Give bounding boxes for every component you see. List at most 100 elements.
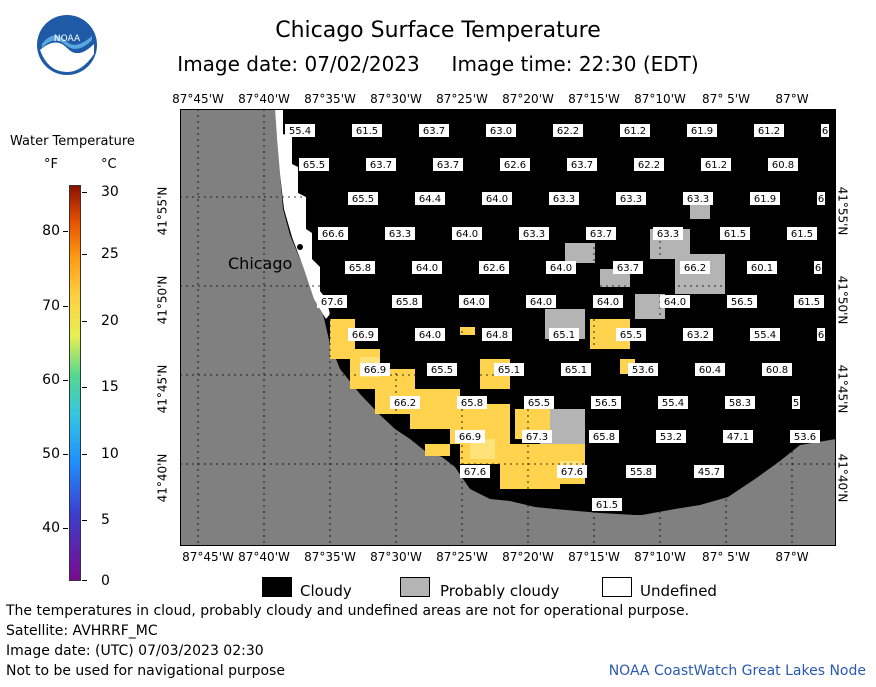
temperature-label-box (660, 295, 690, 308)
temperature-label: 63.0 (490, 126, 512, 137)
temperature-label-box (482, 328, 512, 341)
colorbar-c-tick: 25 (101, 246, 119, 262)
temperature-label: 64.0 (463, 297, 485, 308)
temperature-label: 60.8 (766, 365, 788, 376)
temperature-label: 60.8 (772, 160, 794, 171)
temperature-label-box (348, 328, 378, 341)
temperature-label-box (549, 328, 579, 341)
temperature-label-box (385, 227, 415, 240)
temperature-label-box (634, 158, 664, 171)
temperature-label-box (817, 192, 825, 205)
temperature-label: 65.5 (303, 160, 325, 171)
temperature-label-box (794, 295, 824, 308)
colorbar-f-tick: 70 (42, 298, 60, 314)
lat-label-right: 41°55'N (835, 186, 850, 236)
temperature-label: 6 (815, 263, 821, 274)
temperature-label: 45.7 (698, 467, 720, 478)
temperature-label-box (457, 396, 487, 409)
temperature-label: 64.0 (456, 229, 478, 240)
temperature-label: 62.2 (638, 160, 660, 171)
temperature-label-box (653, 227, 683, 240)
temperature-label: 65.5 (528, 398, 550, 409)
legend-swatch-probably-cloudy (400, 577, 430, 597)
temperature-label: 58.3 (729, 398, 751, 409)
temperature-label-box (412, 261, 442, 274)
temperature-label: 61.2 (758, 126, 780, 137)
lon-label-bottom: 87° 5'W (702, 550, 750, 564)
lon-label-top: 87° 5'W (702, 92, 750, 106)
temperature-label: 61.5 (596, 500, 618, 511)
lat-label-left: 41°40'N (155, 453, 170, 503)
temperature-label-box (591, 396, 621, 409)
temperature-label-box (317, 295, 347, 308)
temperature-label-box (747, 261, 777, 274)
lat-label-right: 41°50'N (835, 275, 850, 325)
lon-label-top: 87°20'W (502, 92, 554, 106)
temperature-label: 66.9 (459, 432, 481, 443)
lat-label-left: 41°55'N (155, 186, 170, 236)
temperature-label: 66.6 (322, 229, 344, 240)
temperature-label-box (486, 124, 516, 137)
temperature-label-box (723, 430, 753, 443)
lon-label-bottom: 87°30'W (370, 550, 422, 564)
colorbar-f-tick: 80 (42, 223, 60, 239)
temperature-label-box (360, 363, 390, 376)
temperature-label: 67.6 (561, 467, 583, 478)
temperature-label-box (524, 396, 554, 409)
lon-label-top: 87°30'W (370, 92, 422, 106)
temperature-label: 64.0 (664, 297, 686, 308)
temperature-label: 67.6 (321, 297, 343, 308)
lon-label-top: 87°15'W (568, 92, 620, 106)
temperature-label: 64.0 (486, 194, 508, 205)
temperature-label-box (549, 192, 579, 205)
temperature-label: 65.8 (349, 263, 371, 274)
temperature-label: 63.2 (687, 330, 709, 341)
footer-utc-date: Image date: (UTC) 07/03/2023 02:30 (6, 643, 264, 659)
temperature-label: 6 (818, 330, 824, 341)
temperature-label: 66.9 (364, 365, 386, 376)
colorbar-c-tick: 0 (101, 573, 110, 589)
temperature-label-box (727, 295, 757, 308)
noaa-logo: NOAA (36, 14, 98, 76)
lat-label-right: 41°40'N (835, 453, 850, 503)
temperature-label: 63.3 (553, 194, 575, 205)
temperature-label: 64.0 (416, 263, 438, 274)
temperature-label-box (790, 430, 820, 443)
colorbar-c-tick: 30 (101, 184, 119, 200)
temperature-label: 53.6 (794, 432, 816, 443)
temperature-label: 66.2 (684, 263, 706, 274)
temperature-label-box (561, 363, 591, 376)
lon-label-bottom: 87°45'W (182, 550, 234, 564)
temperature-label: 53.2 (660, 432, 682, 443)
map-title: Chicago Surface Temperature (275, 18, 601, 43)
temperature-label: 63.7 (423, 126, 445, 137)
temperature-label-box (725, 396, 755, 409)
temperature-label: 65.5 (352, 194, 374, 205)
temperature-label-box (787, 227, 817, 240)
temperature-label-box (366, 158, 396, 171)
temperature-label: 61.5 (791, 229, 813, 240)
temperature-label: 66.2 (394, 398, 416, 409)
lon-label-top: 87°W (775, 92, 809, 106)
temperature-label: 6 (822, 126, 828, 137)
lon-label-bottom: 87°20'W (502, 550, 554, 564)
temperature-label-box (415, 192, 445, 205)
temperature-label-box (500, 158, 530, 171)
temperature-label-box (616, 328, 646, 341)
temperature-label-box (567, 158, 597, 171)
temperature-label: 65.8 (396, 297, 418, 308)
legend-label-cloudy: Cloudy (300, 582, 352, 600)
lat-label-left: 41°50'N (155, 275, 170, 325)
temperature-label-box (628, 363, 658, 376)
lon-label-top: 87°10'W (634, 92, 686, 106)
temperature-label-box (460, 465, 490, 478)
city-label: Chicago (228, 254, 292, 273)
temperature-label-box (557, 465, 587, 478)
temperature-label-box (519, 227, 549, 240)
legend-swatch-undefined (602, 577, 632, 597)
graticule (180, 109, 836, 546)
temperature-label: 55.4 (662, 398, 684, 409)
temperature-label: 55.8 (630, 467, 652, 478)
legend-swatch-cloudy (262, 577, 292, 597)
temperature-label-box (459, 295, 489, 308)
